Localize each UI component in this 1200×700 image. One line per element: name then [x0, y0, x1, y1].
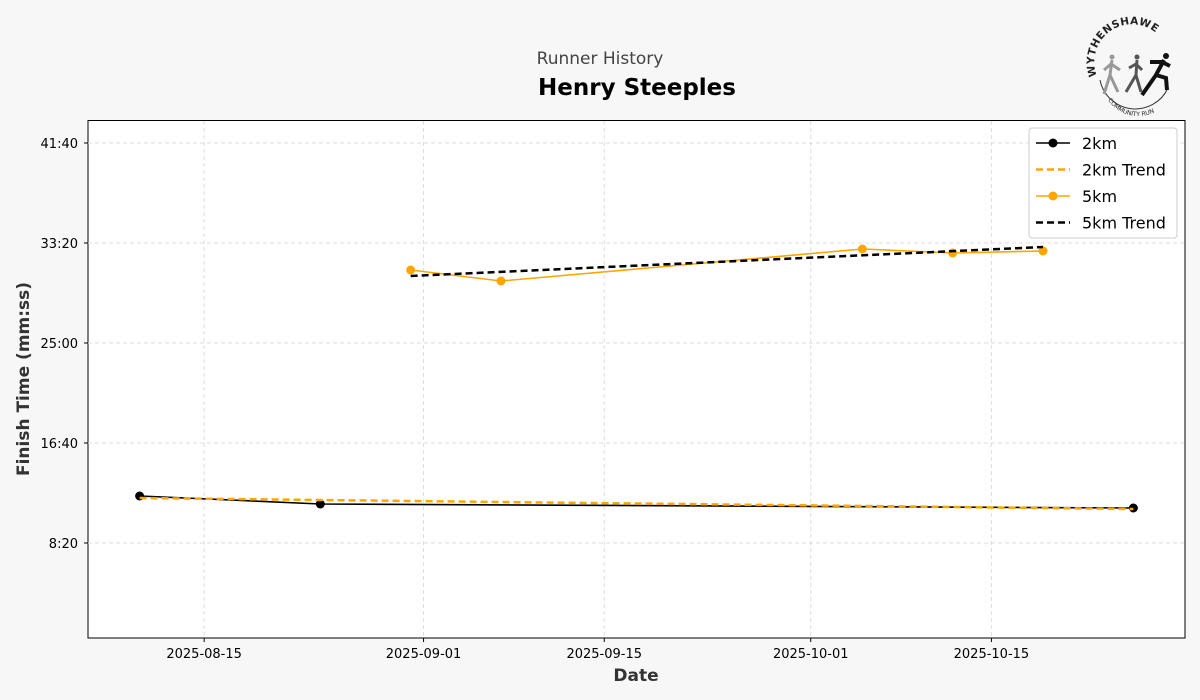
runner-icons — [1102, 53, 1171, 97]
legend-label: 2km Trend — [1082, 161, 1166, 180]
data-point — [857, 244, 867, 254]
legend: 2km 2km Trend 5km 5km Trend — [1028, 127, 1178, 239]
data-point — [406, 265, 416, 275]
legend-marker — [1048, 138, 1058, 148]
y-tick-label: 41:40 — [41, 137, 78, 152]
legend-label: 2km — [1082, 134, 1117, 153]
y-tick-label: 16:40 — [41, 437, 78, 452]
x-tick-label: 2025-09-01 — [386, 647, 462, 662]
data-point — [315, 499, 325, 509]
y-axis-label: Finish Time (mm:ss) — [14, 282, 34, 476]
x-tick-label: 2025-10-01 — [773, 647, 849, 662]
x-tick-label: 2025-09-15 — [566, 647, 642, 662]
y-tick-label: 8:20 — [49, 537, 78, 552]
plot-area — [87, 120, 1186, 639]
x-tick-label: 2025-10-15 — [954, 647, 1030, 662]
legend-box — [1028, 127, 1178, 239]
y-tick-label: 33:20 — [41, 237, 78, 252]
data-point — [496, 276, 506, 286]
series-line-2km-trend — [139, 496, 1134, 511]
logo: WYTHENSHAWE COMMUNITY RUN — [1085, 15, 1171, 118]
x-axis-label: Date — [613, 666, 658, 686]
logo-text-bottom: COMMUNITY RUN — [1106, 97, 1155, 118]
legend-marker — [1048, 191, 1058, 201]
legend-label: 5km — [1082, 187, 1117, 206]
legend-label: 5km Trend — [1082, 214, 1166, 233]
series-line-5km-trend — [410, 245, 1044, 278]
y-tick-label: 25:00 — [41, 337, 78, 352]
chart-title: Henry Steeples — [538, 75, 736, 101]
svg-text:WYTHENSHAWE: WYTHENSHAWE — [1085, 15, 1161, 78]
data-point — [1038, 246, 1048, 256]
x-tick-label: 2025-08-15 — [166, 647, 242, 662]
svg-text:COMMUNITY RUN: COMMUNITY RUN — [1106, 97, 1155, 118]
logo-text-top: WYTHENSHAWE — [1085, 15, 1161, 78]
chart-subtitle: Runner History — [537, 49, 664, 69]
